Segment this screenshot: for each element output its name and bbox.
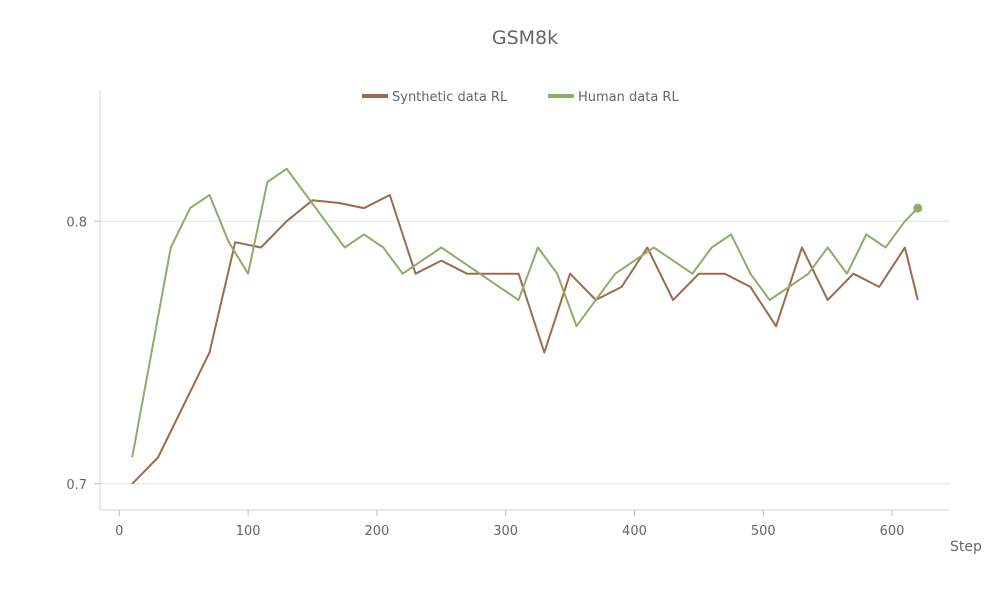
legend-label: Human data RL [578, 90, 679, 105]
series-end-marker [913, 203, 923, 213]
axes: 0.7 0.8 0 100 200 300 400 500 600 [66, 90, 950, 539]
x-tick-label: 500 [751, 524, 776, 539]
x-axis-label: Step [950, 539, 982, 555]
grid-lines [100, 220, 950, 485]
legend-label: Synthetic data RL [392, 90, 508, 105]
x-tick-label: 0 [115, 524, 123, 539]
x-tick-label: 200 [364, 524, 389, 539]
x-tick-label: 400 [622, 524, 647, 539]
x-tick-label: 100 [236, 524, 261, 539]
y-tick-label: 0.7 [66, 478, 87, 493]
series-line-0 [131, 194, 919, 485]
x-tick-label: 300 [493, 524, 518, 539]
chart-title: GSM8k [492, 27, 558, 49]
series-layer [131, 167, 923, 485]
legend: Synthetic data RL Human data RL [362, 90, 679, 105]
y-tick-label: 0.8 [66, 215, 87, 230]
x-tick-label: 600 [880, 524, 905, 539]
series-line-1 [131, 167, 919, 458]
